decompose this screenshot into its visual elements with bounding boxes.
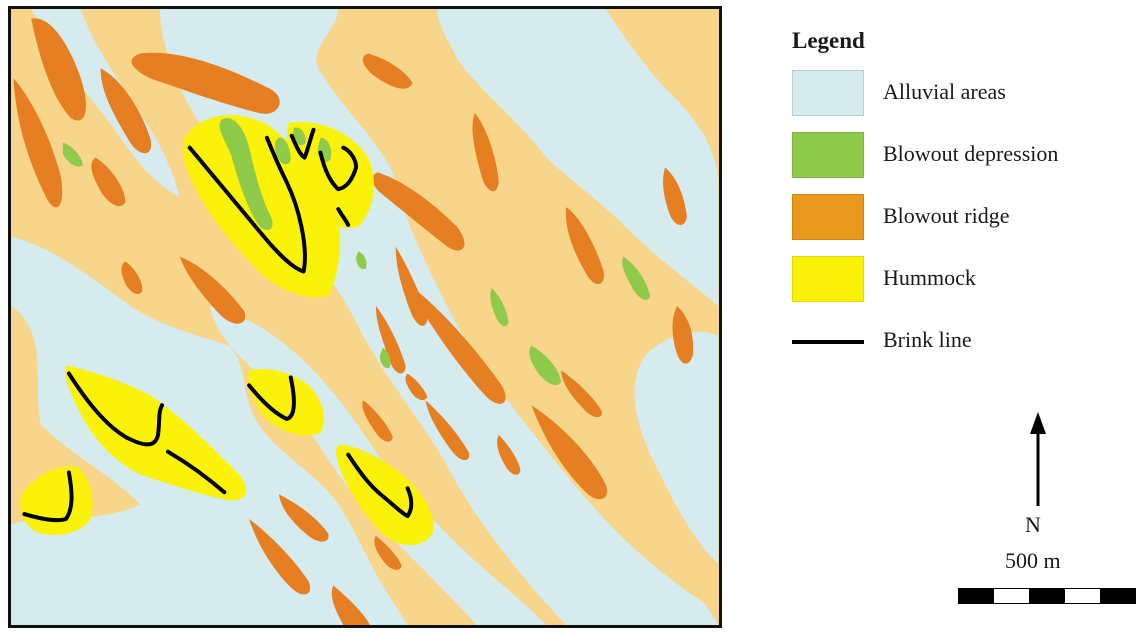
hummock-central [248, 368, 325, 436]
ridge [131, 52, 280, 114]
ridge [531, 405, 608, 500]
ridge [100, 68, 152, 154]
alluvial-areas-swatch [792, 70, 864, 116]
ridge [179, 256, 246, 324]
alluvial-channel-east [437, 9, 719, 307]
ridge [331, 585, 370, 625]
depression [356, 251, 367, 270]
north-arrow-icon [1030, 412, 1046, 506]
brink-line [165, 449, 227, 495]
brink-line [22, 470, 74, 523]
ridge [425, 400, 470, 461]
scale-segment [1100, 588, 1136, 604]
ridge [362, 400, 393, 442]
brink-line [187, 135, 307, 274]
brink-line [289, 127, 316, 160]
hummock-swatch [792, 256, 864, 302]
legend-item-blowout-depression: Blowout depression [792, 132, 1132, 188]
depression [62, 142, 83, 167]
scale-segment [958, 588, 994, 604]
legend-label: Blowout depression [883, 141, 1059, 166]
scale-bar-label: 500 m [1005, 548, 1061, 573]
map-legend: Legend Alluvial areas Blowout depression… [792, 28, 1132, 380]
legend-item-alluvial-areas: Alluvial areas [792, 70, 1132, 126]
legend-item-blowout-ridge: Blowout ridge [792, 194, 1132, 250]
ridge [121, 261, 143, 295]
brink-line-symbol [792, 340, 864, 344]
ridge [362, 53, 413, 89]
legend-item-hummock: Hummock [792, 256, 1132, 312]
ridge [405, 373, 428, 401]
blowout-depressions [62, 118, 651, 386]
blowout-ridges [13, 18, 694, 625]
brink-line [247, 375, 296, 421]
brink-line [66, 371, 164, 447]
ridge [91, 157, 126, 207]
depression [379, 347, 391, 369]
brink-line [318, 145, 359, 192]
scale-bar [958, 588, 1136, 604]
ridge [663, 167, 687, 225]
depression [529, 345, 562, 386]
legend-label: Blowout ridge [883, 203, 1010, 228]
ridge [278, 494, 329, 542]
ridge [374, 535, 402, 570]
alluvial-east-edge [634, 331, 719, 564]
brink-line [336, 207, 351, 227]
ridge [497, 434, 521, 475]
depression [219, 118, 273, 230]
ridge [249, 519, 311, 595]
ridge [13, 78, 63, 208]
ridge [375, 306, 406, 374]
north-label: N [1025, 512, 1041, 537]
ridge [565, 207, 604, 285]
brink-line [346, 452, 414, 519]
legend-label: Alluvial areas [883, 79, 1006, 104]
ridge [372, 172, 465, 251]
ridge [31, 18, 86, 121]
depression [274, 137, 291, 165]
legend-title: Legend [792, 28, 865, 53]
blowout-depression-swatch [792, 132, 864, 178]
legend-label: Brink line [883, 327, 972, 352]
depression [490, 288, 509, 327]
scale-segment [1029, 588, 1065, 604]
brink-lines [22, 127, 414, 523]
depression [622, 256, 651, 300]
ridge [472, 112, 499, 192]
landform-map [11, 9, 719, 625]
ridge [561, 370, 602, 418]
hummock-southwest [65, 365, 247, 501]
map-panel [8, 6, 722, 628]
ridge [672, 306, 694, 364]
ridge [417, 291, 506, 404]
legend-label: Hummock [883, 265, 976, 290]
legend-item-brink-line: Brink line [792, 318, 1132, 374]
blowout-ridge-swatch [792, 194, 864, 240]
